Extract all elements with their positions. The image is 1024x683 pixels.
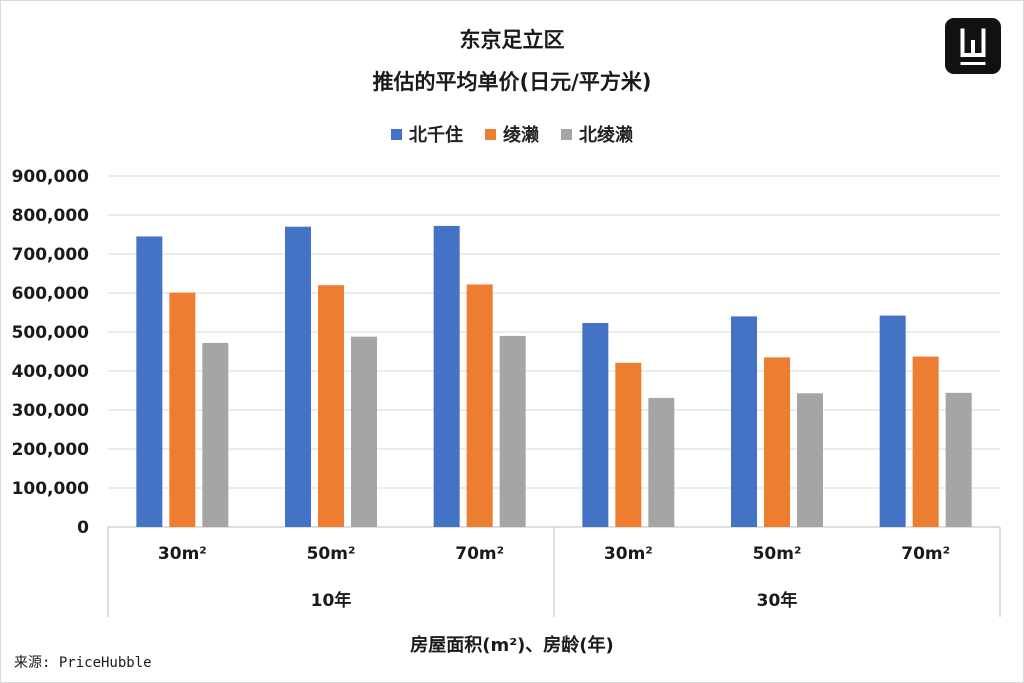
x-group-label: 10年 — [311, 590, 352, 611]
bar — [582, 323, 609, 527]
bar — [879, 315, 906, 527]
chart-subtitle: 推估的平均单价(日元/平方米) — [372, 70, 652, 94]
legend-swatch — [485, 128, 496, 140]
legend-item-series-1: 北千住 — [391, 121, 463, 147]
bar — [648, 397, 675, 527]
legend-swatch — [561, 128, 572, 140]
legend-item-series-3: 北绫濑 — [561, 121, 633, 147]
legend-swatch — [391, 128, 402, 140]
y-tick-label: 700,000 — [12, 245, 90, 265]
bar — [169, 292, 196, 527]
bar — [351, 336, 377, 527]
x-tick-label: 50m² — [753, 544, 802, 564]
y-tick-label: 800,000 — [12, 206, 90, 226]
y-tick-label: 400,000 — [12, 362, 90, 382]
w-logo-icon — [945, 18, 1001, 74]
x-tick-label: 30m² — [158, 544, 207, 564]
x-axis-title: 房屋面积(m²)、房龄(年) — [410, 635, 614, 656]
bar — [466, 284, 493, 527]
source-note: 来源: PriceHubble — [14, 655, 152, 671]
x-tick-label: 50m² — [307, 544, 356, 564]
y-tick-label: 100,000 — [12, 479, 90, 499]
x-group-label: 30年 — [757, 590, 798, 611]
bar — [731, 316, 757, 527]
bar — [912, 356, 939, 527]
legend-label: 北千住 — [409, 125, 463, 146]
x-tick-label: 70m² — [901, 544, 950, 564]
y-tick-label: 900,000 — [12, 167, 90, 187]
bar — [797, 393, 823, 527]
bar — [285, 226, 311, 527]
y-tick-label: 300,000 — [12, 401, 90, 421]
chart-title: 东京足立区 — [459, 28, 565, 52]
bar — [945, 392, 972, 527]
y-tick-label: 600,000 — [12, 284, 90, 304]
chart-legend: 北千住 绫濑 北绫濑 — [0, 121, 1024, 147]
bar — [433, 225, 460, 528]
legend-item-series-2: 绫濑 — [485, 121, 539, 147]
bar — [615, 362, 642, 527]
bar — [764, 357, 790, 527]
legend-label: 绫濑 — [503, 125, 539, 146]
bar — [499, 335, 526, 527]
x-tick-label: 30m² — [604, 544, 653, 564]
bar — [136, 236, 163, 527]
bar — [202, 342, 229, 527]
bar — [318, 285, 344, 527]
legend-label: 北绫濑 — [579, 125, 633, 146]
y-tick-label: 0 — [77, 518, 89, 538]
y-tick-label: 200,000 — [12, 440, 90, 460]
x-tick-label: 70m² — [455, 544, 504, 564]
y-tick-label: 500,000 — [12, 323, 90, 343]
